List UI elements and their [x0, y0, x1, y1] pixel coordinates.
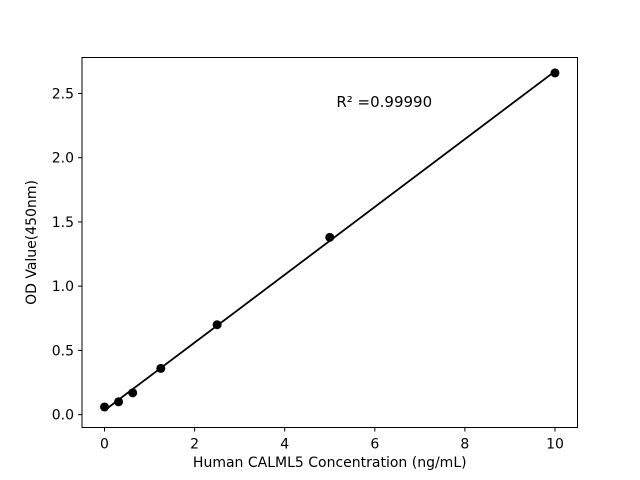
data-point: [325, 232, 335, 242]
x-axis-label: Human CALML5 Concentration (ng/mL): [193, 455, 467, 471]
data-point: [114, 397, 124, 407]
x-tick-label: 4: [280, 437, 289, 453]
x-tick-label: 0: [100, 437, 109, 453]
data-point: [100, 402, 110, 412]
data-point: [550, 68, 560, 78]
x-tick-label: 8: [460, 437, 469, 453]
x-tick-label: 2: [190, 437, 199, 453]
data-point: [128, 388, 138, 398]
data-point: [156, 363, 166, 373]
y-tick-label: 0.5: [52, 343, 74, 359]
y-tick-label: 2.5: [52, 86, 74, 102]
y-tick-label: 2.0: [52, 151, 74, 167]
y-tick-label: 1.0: [52, 279, 74, 295]
data-point: [212, 320, 222, 330]
data-points: [100, 68, 560, 412]
x-axis-ticks: 0 2 4 6 8 10: [100, 427, 564, 453]
y-tick-label: 1.5: [52, 215, 74, 231]
x-tick-label: 10: [546, 437, 564, 453]
x-tick-label: 6: [370, 437, 379, 453]
r-squared-annotation: R² =0.99990: [336, 93, 432, 111]
y-tick-label: 0.0: [52, 408, 74, 424]
y-axis-label: OD Value(450nm): [24, 180, 40, 305]
y-axis-ticks: 0.0 0.5 1.0 1.5 2.0 2.5: [52, 86, 82, 424]
